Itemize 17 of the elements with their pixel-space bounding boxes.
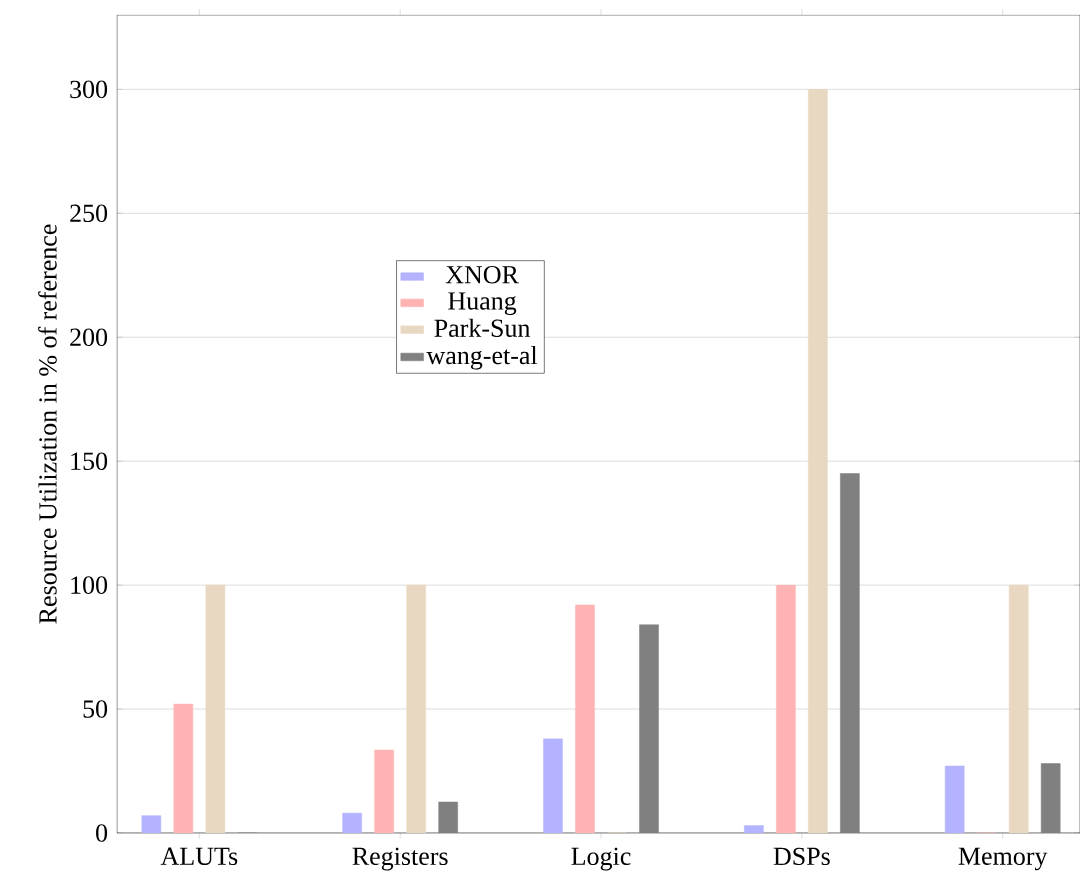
y-tick-label: 0 (96, 824, 108, 842)
legend-label: Huang (448, 292, 517, 316)
x-tick-label: Memory (958, 847, 1048, 871)
legend-label: XNOR (445, 266, 519, 284)
legend-label: wang-et-al (426, 345, 538, 370)
x-tick-label: ALUTs (160, 847, 238, 866)
y-tick-label: 300 (70, 80, 108, 99)
y-axis-title: Resource Utilization in % of reference (38, 224, 57, 624)
x-tick-label: Registers (352, 847, 448, 871)
y-tick-label: 50 (83, 700, 108, 718)
legend-label: Park-Sun (434, 318, 531, 337)
x-tick-label: Logic (571, 847, 631, 871)
y-tick-label: 250 (70, 204, 108, 223)
y-tick-label: 200 (70, 328, 108, 347)
x-tick-label: DSPs (773, 847, 830, 866)
y-tick-label: 150 (71, 452, 108, 470)
y-tick-label: 100 (71, 576, 108, 594)
